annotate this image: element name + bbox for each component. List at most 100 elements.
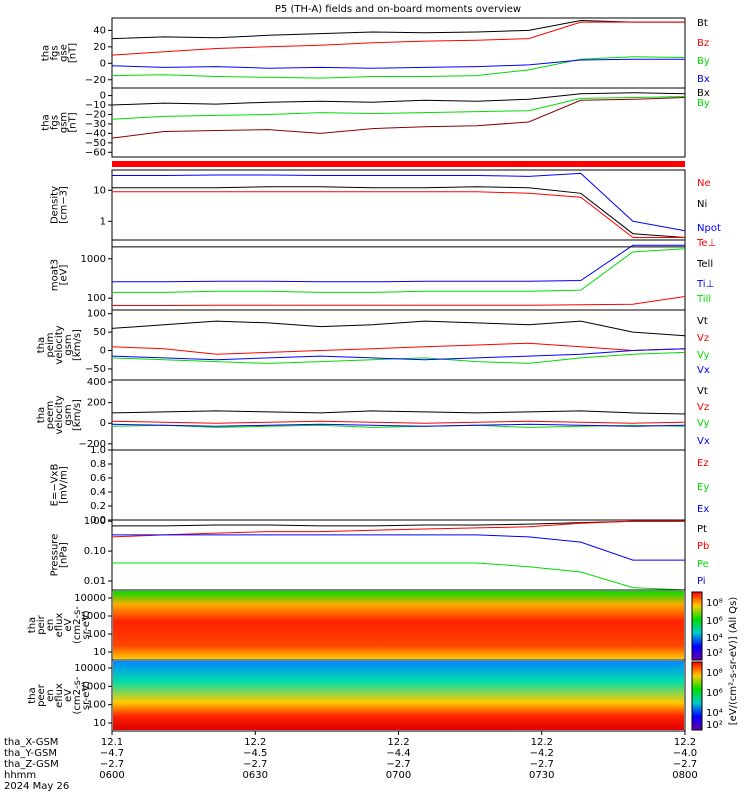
y-axis-label: peem — [45, 401, 56, 429]
legend-entry: Ey — [697, 482, 709, 493]
y-axis-label: eflux — [54, 683, 65, 708]
y-axis-label: tha — [36, 337, 47, 353]
status-bar — [112, 161, 685, 167]
series-line — [112, 562, 686, 591]
y-tick-label: −20 — [85, 109, 106, 120]
heatmap-image — [113, 661, 684, 730]
legend-entry: Vz — [697, 402, 709, 413]
y-axis-label: eV — [63, 618, 74, 631]
panel-frame — [111, 17, 686, 89]
x-tick-label: −4.0 — [673, 748, 697, 759]
legend-entry: Vy — [697, 350, 710, 361]
y-tick-label: 100 — [87, 293, 106, 304]
legend-entry: Ti⊥ — [696, 279, 714, 290]
y-tick-label: −50 — [85, 138, 106, 149]
legend-entry: Tell — [696, 259, 713, 270]
legend-entry: Ex — [697, 504, 709, 515]
x-tick-label: −4.2 — [530, 748, 554, 759]
legend-entry: Ne — [697, 178, 711, 189]
y-axis-label: [cm−3] — [59, 186, 70, 224]
x-tick-label: 0630 — [243, 770, 268, 781]
y-tick-label: 100 — [87, 700, 106, 711]
y-tick-label: −10 — [85, 100, 106, 111]
legend-entry: Bz — [697, 0, 709, 3]
y-axis-label: velocity — [54, 325, 65, 364]
y-tick-label: 1000 — [81, 611, 106, 622]
series-line — [111, 423, 686, 427]
y-tick-label: −200 — [79, 439, 106, 450]
x-row-label: tha_Y-GSM — [4, 748, 57, 759]
y-tick-label: −50 — [85, 364, 106, 375]
legend-entry: Bt — [697, 18, 708, 29]
y-tick-label: 0.01 — [84, 576, 106, 587]
legend-entry: Pe — [697, 559, 709, 570]
x-tick-label: −2.7 — [386, 759, 410, 770]
y-axis-label: [km/s] — [72, 329, 83, 361]
series-line — [111, 92, 686, 106]
y-axis-label: (cm2-s- — [72, 676, 83, 714]
y-tick-label: 0 — [100, 58, 106, 69]
x-tick-label: 12.2 — [244, 737, 266, 748]
legend-entry: Till — [696, 294, 711, 305]
heatmap-image — [113, 591, 684, 659]
colorbar-tick-label: 10² — [706, 720, 723, 731]
x-tick-label: 12.1 — [101, 737, 123, 748]
y-axis-label: tha — [27, 687, 38, 703]
legend-entry: Npot — [697, 223, 721, 234]
x-tick-label: −4.5 — [243, 748, 267, 759]
y-axis-label: tha — [41, 45, 52, 61]
series-line — [111, 420, 686, 424]
series-line — [111, 56, 686, 79]
colorbar-tick-label: 10⁴ — [706, 633, 723, 644]
y-axis-label: sr-eV) — [81, 610, 92, 639]
legend-entry: Vt — [697, 386, 708, 397]
series-line — [111, 410, 686, 415]
y-tick-label: 0 — [100, 418, 106, 429]
y-axis-label: en — [45, 619, 56, 632]
series-line — [111, 520, 685, 538]
y-tick-label: 10000 — [74, 593, 106, 604]
legend-entry: Bz — [697, 38, 709, 49]
series-line — [112, 248, 686, 293]
y-tick-label: −60 — [85, 147, 106, 158]
y-tick-label: 10 — [93, 718, 106, 729]
legend-entry: By — [697, 56, 710, 67]
chart-title: P5 (TH-A) fields and on-board moments ov… — [275, 4, 521, 15]
y-tick-label: 20 — [93, 42, 106, 53]
legend-entry: Bx — [697, 88, 710, 99]
series-line — [112, 191, 685, 238]
legend-entry: Vx — [697, 436, 710, 447]
series-line — [111, 424, 686, 428]
y-axis-label: Density — [50, 186, 61, 224]
y-axis-label: fgs — [50, 45, 61, 60]
y-tick-label: 0.2 — [90, 501, 106, 512]
y-axis-label: en — [45, 689, 56, 702]
y-tick-label: 0 — [100, 91, 106, 102]
colorbar-label: [eV/(cm²-s-sr-eV)] (All Qs) — [728, 597, 739, 726]
panel-frame — [111, 449, 686, 521]
y-axis-label: [nT] — [68, 43, 79, 63]
y-axis-label: gse — [59, 44, 70, 62]
panel-frame — [111, 309, 686, 381]
legend-entry: Pi — [697, 576, 706, 587]
y-axis-label: gsm — [63, 404, 74, 425]
x-row-label: hhmm — [4, 770, 36, 781]
series-line — [111, 348, 686, 361]
y-axis-label: peer — [36, 683, 47, 707]
y-tick-label: 10 — [93, 185, 106, 196]
y-axis-label: (cm2-s- — [72, 606, 83, 644]
series-line — [112, 186, 686, 238]
y-axis-label: fgs — [50, 115, 61, 130]
panel-frame — [111, 87, 686, 158]
series-line — [111, 320, 686, 337]
legend-entry: Vt — [697, 316, 708, 327]
legend-entry: Vz — [697, 333, 709, 344]
y-tick-label: 1.0 — [90, 445, 106, 456]
series-line — [112, 244, 685, 283]
x-tick-label: −4.4 — [386, 748, 410, 759]
x-tick-label: −2.7 — [243, 759, 267, 770]
x-tick-label: 0800 — [672, 770, 697, 781]
y-axis-label: moat3 — [50, 259, 61, 291]
y-tick-label: 0.6 — [90, 473, 106, 484]
panel-frame — [111, 519, 686, 591]
